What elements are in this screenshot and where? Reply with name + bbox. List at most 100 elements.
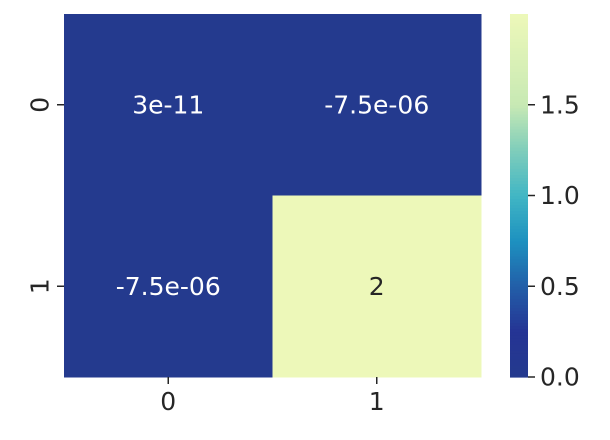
colorbar-strip [510,86,528,91]
colorbar-tick-label-3: 1.5 [540,90,580,119]
colorbar-strip [510,307,528,312]
colorbar-strip [510,144,528,148]
colorbar-strip [510,304,528,309]
colorbar-strip [510,177,528,181]
colorbar-strip [510,234,528,239]
colorbar-strip [510,192,528,197]
colorbar-strip [510,361,528,366]
colorbar-strip [510,216,528,221]
colorbar-strip [510,237,528,242]
colorbar-strip [510,337,528,342]
colorbar-strip [510,119,528,124]
colorbar-strip [510,92,528,97]
colorbar-strip [510,274,528,278]
colorbar-strip [510,334,528,339]
colorbar-strip [510,256,528,260]
colorbar-strip [510,210,528,215]
colorbar-strip [510,104,528,109]
colorbar-tick-label-2: 1.0 [540,181,580,210]
y-tick-label-0: 0 [26,97,55,113]
colorbar-strip [510,316,528,321]
colorbar-tick-label-0: 0.0 [540,363,580,392]
colorbar-strip [510,80,528,85]
colorbar-strip [510,331,528,336]
colorbar-strip [510,113,528,118]
colorbar-strip [510,295,528,299]
colorbar-strip [510,62,528,67]
colorbar-strip [510,125,528,130]
heatmap-cell-1-1 [272,195,482,378]
colorbar-strip [510,322,528,327]
colorbar-strip [510,38,528,42]
colorbar-strip [510,207,528,212]
colorbar-strip [510,201,528,206]
colorbar-strip [510,101,528,106]
colorbar-strip [510,168,528,172]
colorbar-strip [510,89,528,94]
colorbar-strip [510,313,528,318]
colorbar-strip [510,328,528,333]
colorbar-strip [510,219,528,224]
colorbar-strip [510,298,528,302]
cell-annotation-1-1: 2 [369,272,385,301]
colorbar-strip [510,358,528,363]
colorbar-strip [510,265,528,269]
colorbar-strip [510,95,528,100]
colorbar-strip [510,246,528,251]
colorbar-strip [510,225,528,230]
colorbar-strip [510,131,528,136]
heatmap-cell-0-1 [272,14,482,196]
colorbar-strip [510,147,528,151]
colorbar-strip [510,135,528,139]
colorbar-strip [510,301,528,305]
colorbar: 0.0 0.5 1.0 1.5 [510,14,580,392]
colorbar-strip [510,159,528,163]
colorbar-strip [510,349,528,354]
colorbar-strip [510,259,528,263]
colorbar-strip [510,352,528,357]
colorbar-strip [510,343,528,348]
colorbar-strip [510,183,528,188]
heatmap-cells [64,14,482,378]
colorbar-strip [510,364,528,369]
colorbar-strip [510,20,528,24]
colorbar-strip [510,373,528,378]
colorbar-strip [510,153,528,157]
colorbar-strip [510,17,528,21]
colorbar-strip [510,262,528,266]
colorbar-strip [510,141,528,145]
colorbar-strip [510,340,528,345]
colorbar-strip [510,252,528,257]
colorbar-strip [510,56,528,60]
colorbar-strip [510,77,528,82]
colorbar-strip [510,180,528,184]
colorbar-strip [510,122,528,127]
colorbar-strip [510,325,528,330]
colorbar-strip [510,268,528,272]
colorbar-strip [510,107,528,112]
colorbar-strip [510,53,528,57]
colorbar-strip [510,59,528,63]
colorbar-strip [510,29,528,33]
colorbar-strip [510,110,528,115]
cell-annotation-1-0: -7.5e-06 [116,272,221,301]
colorbar-strip [510,116,528,121]
colorbar-strip [510,280,528,284]
colorbar-strip [510,271,528,275]
colorbar-strip [510,289,528,293]
colorbar-tick-label-1: 0.5 [540,272,580,301]
y-axis: 01 [26,97,64,294]
colorbar-strip [510,23,528,27]
colorbar-strip [510,213,528,218]
colorbar-strip [510,74,528,79]
heatmap-cell-1-0 [64,195,273,378]
colorbar-strip [510,150,528,154]
colorbar-strip [510,47,528,51]
colorbar-strip [510,240,528,245]
colorbar-strip [510,83,528,88]
colorbar-strip [510,138,528,142]
colorbar-strip [510,14,528,18]
colorbar-strip [510,283,528,287]
